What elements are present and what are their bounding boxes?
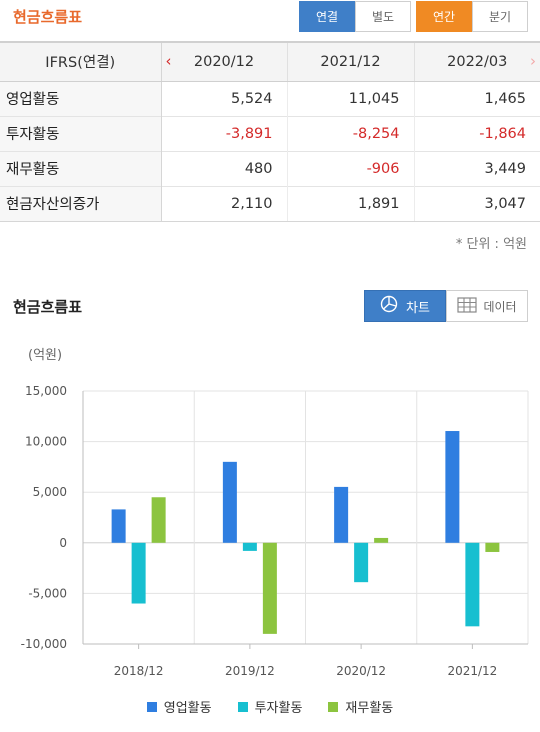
x-tick-label: 2018/12 bbox=[114, 664, 164, 678]
bar bbox=[354, 542, 369, 583]
y-tick-label: 15,000 bbox=[25, 384, 67, 398]
x-tick-label: 2020/12 bbox=[336, 664, 386, 678]
table-row: 영업활동 5,524 11,045 1,465 bbox=[0, 80, 540, 116]
chevron-right-icon[interactable]: › bbox=[530, 52, 536, 70]
table-row: 투자활동 -3,891 -8,254 -1,864 bbox=[0, 115, 540, 151]
chart-view-button[interactable]: 차트 bbox=[364, 290, 446, 322]
table-cell: 480 bbox=[160, 150, 287, 186]
period-header: 2022/03 › bbox=[413, 41, 540, 82]
row-label: 투자활동 bbox=[0, 115, 162, 151]
bar bbox=[242, 542, 257, 551]
y-tick-label: 5,000 bbox=[33, 485, 67, 499]
table-cell: -906 bbox=[286, 150, 414, 186]
quarterly-toggle-button[interactable]: 분기 bbox=[472, 1, 528, 32]
header: 현금흐름표 연결 별도 연간 분기 bbox=[0, 0, 540, 40]
bar bbox=[222, 461, 237, 543]
table-header-row: IFRS(연결) ‹ 2020/12 2021/12 2022/03 › bbox=[0, 41, 540, 82]
bar bbox=[151, 497, 166, 543]
y-tick-label: -5,000 bbox=[28, 586, 67, 600]
data-button-label: 데이터 bbox=[483, 299, 517, 314]
legend-item-investing[interactable]: 투자활동 bbox=[237, 697, 303, 716]
y-tick-label: 10,000 bbox=[25, 435, 67, 449]
row-label: 영업활동 bbox=[0, 80, 162, 116]
row-label: 재무활동 bbox=[0, 150, 162, 186]
x-tick-label: 2019/12 bbox=[225, 664, 275, 678]
bar bbox=[465, 542, 480, 627]
legend-item-financing[interactable]: 재무활동 bbox=[328, 697, 393, 716]
row-label: 현금자산의증가 bbox=[0, 185, 162, 222]
bar bbox=[485, 542, 500, 552]
legend-label: 투자활동 bbox=[254, 701, 303, 716]
legend-label: 영업활동 bbox=[163, 701, 212, 716]
cashflow-table: IFRS(연결) ‹ 2020/12 2021/12 2022/03 › 영업활… bbox=[0, 41, 540, 222]
annual-toggle-button[interactable]: 연간 bbox=[416, 1, 472, 32]
legend-item-operating[interactable]: 영업활동 bbox=[146, 697, 212, 716]
bar bbox=[445, 431, 460, 543]
table-row: 재무활동 480 -906 3,449 bbox=[0, 150, 540, 186]
section-title: 현금흐름표 bbox=[13, 8, 83, 26]
chart-legend: 영업활동 투자활동 재무활동 bbox=[0, 697, 540, 716]
legend-label: 재무활동 bbox=[345, 701, 394, 716]
period-header: 2021/12 bbox=[286, 41, 414, 82]
legend-swatch bbox=[146, 701, 157, 712]
bar bbox=[334, 486, 349, 543]
bar bbox=[111, 509, 126, 543]
bar bbox=[374, 537, 389, 543]
unit-note: * 단위 : 억원 bbox=[455, 237, 527, 252]
table-cell: -8,254 bbox=[286, 115, 414, 151]
pie-chart-icon bbox=[380, 295, 398, 317]
table-cell: 3,449 bbox=[413, 150, 540, 186]
table-cell: 1,891 bbox=[286, 185, 414, 222]
chevron-left-icon[interactable]: ‹ bbox=[165, 52, 172, 70]
table-label-header: IFRS(연결) bbox=[0, 41, 162, 82]
table-cell: -3,891 bbox=[160, 115, 287, 151]
y-axis-unit: (억원) bbox=[28, 348, 63, 363]
chart-button-label: 차트 bbox=[406, 300, 430, 316]
y-tick-label: 0 bbox=[59, 536, 67, 550]
table-row: 현금자산의증가 2,110 1,891 3,047 bbox=[0, 185, 540, 222]
table-cell: 5,524 bbox=[160, 80, 287, 116]
legend-swatch bbox=[328, 701, 339, 712]
table-grid-icon bbox=[457, 296, 478, 316]
period-header: ‹ 2020/12 bbox=[160, 41, 287, 82]
table-cell: 3,047 bbox=[413, 185, 540, 222]
bar bbox=[262, 542, 277, 634]
table-cell: 11,045 bbox=[286, 80, 414, 116]
cashflow-bar-chart: 15,000 10,000 5,000 0 -5,000 -10,000 2018/12 20… bbox=[21, 384, 529, 678]
table-cell: -1,864 bbox=[413, 115, 540, 151]
chart-section-title: 현금흐름표 bbox=[13, 298, 83, 316]
bar bbox=[131, 542, 146, 604]
y-tick-label: -10,000 bbox=[21, 637, 67, 651]
x-tick-label: 2021/12 bbox=[447, 664, 497, 678]
legend-swatch bbox=[237, 701, 248, 712]
table-cell: 1,465 bbox=[413, 80, 540, 116]
separate-toggle-button[interactable]: 별도 bbox=[355, 1, 411, 32]
table-cell: 2,110 bbox=[160, 185, 287, 222]
consolidated-toggle-button[interactable]: 연결 bbox=[299, 1, 355, 32]
data-view-button[interactable]: 데이터 bbox=[446, 290, 528, 322]
